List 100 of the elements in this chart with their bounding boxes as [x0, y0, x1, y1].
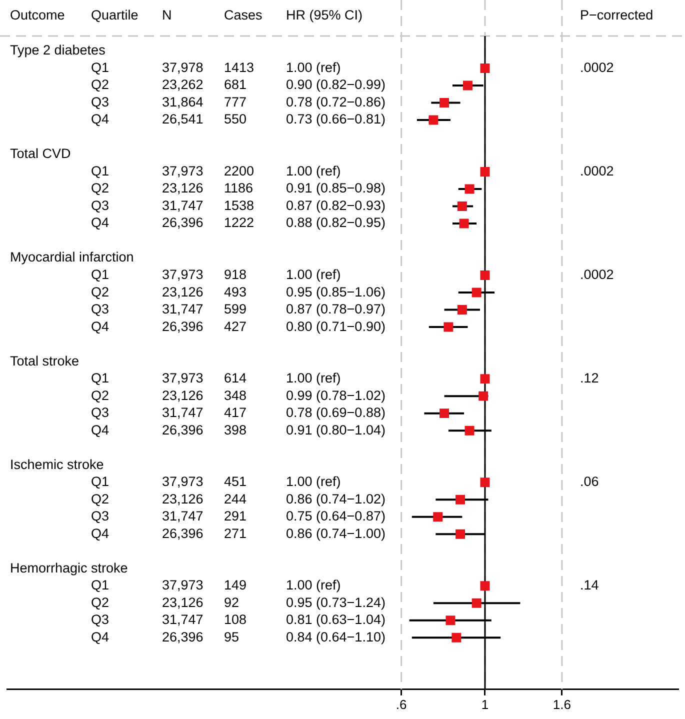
y-tick-label: Q3 — [91, 612, 110, 628]
annotation: 37,973 — [162, 578, 204, 593]
text: Quartile — [91, 8, 138, 23]
x-tick-label: 1.6 — [552, 696, 571, 712]
annotation: 0.84 (0.64−1.10) — [286, 629, 386, 644]
annotation: 271 — [224, 526, 247, 541]
annotation: 599 — [224, 302, 247, 317]
y-tick-label: Q4 — [91, 112, 110, 127]
annotation: 23,126 — [162, 388, 204, 403]
annotation: 23,126 — [162, 180, 204, 196]
y-tick-label: Q1 — [91, 266, 110, 282]
text: HR (95% CI) — [286, 8, 363, 23]
y-tick-label: Q2 — [91, 594, 110, 610]
y-tick-label: Q2 — [91, 180, 110, 196]
annotation: 0.87 (0.82−0.93) — [286, 198, 386, 213]
annotation: 95 — [224, 629, 240, 644]
text: Cases — [224, 8, 263, 23]
annotation: 493 — [224, 284, 247, 300]
annotation: 149 — [224, 578, 247, 593]
y-tick-label: Hemorrhagic stroke — [10, 560, 128, 576]
annotation: 0.90 (0.82−0.99) — [286, 77, 386, 92]
annotation: 1.00 (ref) — [286, 60, 341, 75]
text: N — [162, 8, 172, 23]
annotation: 550 — [224, 112, 247, 127]
annotation: 37,973 — [162, 266, 204, 282]
y-tick-label: Q2 — [91, 491, 110, 506]
y-tick-label: Q1 — [91, 474, 110, 490]
annotation: 0.86 (0.74−1.00) — [286, 526, 386, 541]
annotation: 1222 — [224, 215, 254, 230]
annotation: 26,396 — [162, 526, 204, 541]
text: P−corrected — [580, 8, 654, 23]
annotation: 26,396 — [162, 422, 204, 438]
y-tick-label: Q4 — [91, 215, 110, 230]
annotation: 0.75 (0.64−0.87) — [286, 508, 386, 524]
annotation: 451 — [224, 474, 247, 490]
annotation: 0.91 (0.85−0.98) — [286, 180, 386, 196]
annotation: 37,978 — [162, 60, 204, 75]
annotation: 0.81 (0.63−1.04) — [286, 612, 386, 628]
annotation: 0.88 (0.82−0.95) — [286, 215, 386, 230]
annotation: 26,396 — [162, 215, 204, 230]
y-tick-label: Q3 — [91, 94, 110, 110]
annotation: 0.86 (0.74−1.02) — [286, 491, 386, 506]
annotation: 0.99 (0.78−1.02) — [286, 388, 386, 403]
annotation: 614 — [224, 370, 248, 386]
annotation: 291 — [224, 508, 247, 524]
annotation: 23,126 — [162, 491, 204, 506]
annotation: 1.00 (ref) — [286, 578, 341, 593]
annotation: 0.80 (0.71−0.90) — [286, 318, 386, 334]
annotation: 23,126 — [162, 284, 204, 300]
y-tick-label: Q1 — [91, 578, 110, 593]
y-tick-label: Type 2 diabetes — [10, 42, 106, 58]
annotation: 1.00 (ref) — [286, 266, 341, 282]
annotation: 1.00 (ref) — [286, 370, 341, 386]
y-tick-label: Q1 — [91, 163, 110, 178]
annotation: 26,396 — [162, 318, 204, 334]
y-tick-label: Q2 — [91, 77, 110, 92]
annotation: .0002 — [580, 60, 614, 75]
annotation: 108 — [224, 612, 247, 628]
annotation: 23,262 — [162, 77, 204, 92]
annotation: 1413 — [224, 60, 254, 75]
annotation: 31,747 — [162, 612, 204, 628]
annotation: 92 — [224, 594, 240, 610]
y-tick-label: Q3 — [91, 198, 110, 213]
annotation: 0.87 (0.78−0.97) — [286, 302, 386, 317]
y-tick-label: Q2 — [91, 284, 110, 300]
annotation: 23,126 — [162, 594, 204, 610]
y-tick-label: Q3 — [91, 405, 110, 420]
y-tick-label: Total stroke — [10, 353, 80, 368]
text: Outcome — [10, 8, 65, 23]
annotation: 348 — [224, 388, 247, 403]
annotation: 26,541 — [162, 112, 204, 127]
annotation: 681 — [224, 77, 247, 92]
annotation: 918 — [224, 266, 247, 282]
annotation: 398 — [224, 422, 247, 438]
annotation: 1186 — [224, 180, 254, 196]
annotation: 37,973 — [162, 370, 204, 386]
annotation: .12 — [580, 370, 599, 386]
annotation: 1.00 (ref) — [286, 163, 341, 178]
annotation: 244 — [224, 491, 248, 506]
annotation: 0.95 (0.73−1.24) — [286, 594, 386, 610]
annotation: 26,396 — [162, 629, 204, 644]
annotation: 31,747 — [162, 198, 204, 213]
y-tick-label: Q4 — [91, 526, 110, 541]
x-tick-label: 1 — [481, 696, 489, 712]
annotation: .0002 — [580, 266, 614, 282]
annotation: .06 — [580, 474, 599, 490]
y-tick-label: Q3 — [91, 508, 110, 524]
annotation: 37,973 — [162, 474, 204, 490]
y-tick-label: Q1 — [91, 370, 110, 386]
annotation: 31,747 — [162, 302, 204, 317]
annotation: 31,747 — [162, 508, 204, 524]
annotation: 0.91 (0.80−1.04) — [286, 422, 386, 438]
y-tick-label: Q3 — [91, 302, 110, 317]
y-tick-label: Q4 — [91, 629, 110, 644]
annotation: .0002 — [580, 163, 614, 178]
annotation: 0.95 (0.85−1.06) — [286, 284, 386, 300]
y-tick-label: Q4 — [91, 318, 110, 334]
annotation: 1538 — [224, 198, 254, 213]
annotation: 0.73 (0.66−0.81) — [286, 112, 386, 127]
annotation: 31,864 — [162, 94, 204, 110]
